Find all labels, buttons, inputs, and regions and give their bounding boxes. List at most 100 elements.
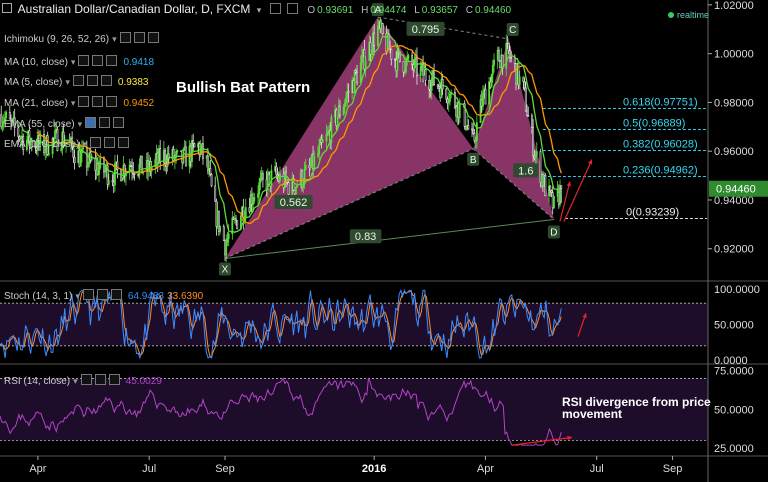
chevron-down-icon[interactable]: ▾ bbox=[70, 57, 76, 67]
indicator-ma-10[interactable]: MA (10, close) ▾ 0.9418 bbox=[4, 55, 154, 68]
gear-icon[interactable] bbox=[92, 55, 104, 66]
chevron-down-icon[interactable]: ▾ bbox=[70, 98, 76, 108]
candle-body bbox=[398, 51, 401, 62]
gear-icon[interactable] bbox=[133, 32, 145, 43]
point-label: X bbox=[222, 264, 229, 275]
gear-icon[interactable] bbox=[94, 374, 106, 385]
indicator-label[interactable]: EMA (110, close) bbox=[4, 139, 80, 150]
eye-icon[interactable] bbox=[72, 75, 84, 86]
candle-body bbox=[172, 149, 175, 161]
candle-body bbox=[85, 147, 88, 168]
stoch-legend[interactable]: Stoch (14, 3, 1) ▾ 64.9483 33.6390 bbox=[4, 289, 203, 302]
stoch-arrow-head bbox=[582, 313, 587, 319]
candle-body bbox=[342, 106, 345, 116]
chevron-down-icon[interactable]: ▾ bbox=[256, 5, 262, 15]
indicator-label[interactable]: EMA (55, close) bbox=[4, 119, 75, 130]
ohlc-high-value: 0.94474 bbox=[370, 5, 407, 16]
candle-body bbox=[235, 218, 237, 222]
indicator-label[interactable]: MA (10, close) bbox=[4, 57, 68, 68]
candle-body bbox=[472, 129, 475, 134]
candle-body bbox=[523, 81, 526, 89]
settings-icon[interactable] bbox=[269, 3, 281, 14]
candle-body bbox=[475, 122, 478, 141]
indicator-ema-55[interactable]: EMA (55, close) ▾ bbox=[4, 117, 125, 130]
indicator-label[interactable]: Ichimoku (9, 26, 52, 26) bbox=[4, 34, 110, 45]
candle-body bbox=[270, 170, 273, 187]
candle-body bbox=[559, 185, 561, 205]
candle-body bbox=[510, 57, 513, 59]
eye-icon[interactable] bbox=[82, 289, 94, 300]
eye-icon[interactable] bbox=[78, 55, 90, 66]
symbol-title[interactable]: Australian Dollar/Canadian Dollar, D, FX… bbox=[17, 2, 251, 16]
close-icon[interactable] bbox=[117, 137, 129, 148]
chevron-down-icon[interactable]: ▾ bbox=[112, 34, 117, 44]
candle-body bbox=[471, 128, 473, 131]
eye-icon[interactable] bbox=[89, 137, 101, 148]
gear-icon[interactable] bbox=[96, 289, 108, 300]
candle-body bbox=[19, 137, 22, 140]
candle-body bbox=[231, 217, 234, 235]
candle-body bbox=[87, 163, 89, 168]
candle-body bbox=[473, 132, 476, 142]
chevron-down-icon[interactable]: ▾ bbox=[82, 139, 87, 149]
indicator-label[interactable]: RSI (14, close) bbox=[4, 376, 71, 387]
realtime-dot-icon bbox=[668, 12, 674, 18]
close-icon[interactable] bbox=[147, 32, 159, 43]
chevron-down-icon[interactable]: ▾ bbox=[75, 291, 80, 301]
point-badge bbox=[547, 225, 560, 239]
candle-body bbox=[361, 55, 363, 64]
collapse-icon[interactable] bbox=[2, 3, 12, 13]
candle-body bbox=[376, 26, 379, 46]
candle-body bbox=[317, 153, 319, 157]
gear-icon[interactable] bbox=[92, 96, 104, 107]
candle-body bbox=[279, 173, 281, 182]
candle-body bbox=[449, 93, 451, 102]
pattern-point-b: B bbox=[467, 152, 480, 166]
candle-body bbox=[129, 164, 132, 167]
candle-body bbox=[3, 117, 6, 122]
close-icon[interactable] bbox=[110, 289, 122, 300]
gear-icon[interactable] bbox=[99, 117, 111, 128]
realtime-indicator: realtime bbox=[668, 10, 709, 20]
eye-icon[interactable] bbox=[78, 96, 90, 107]
gear-icon[interactable] bbox=[86, 75, 98, 86]
indicator-ichimoku[interactable]: Ichimoku (9, 26, 52, 26) ▾ bbox=[4, 32, 159, 45]
chevron-down-icon[interactable]: ▾ bbox=[65, 77, 70, 87]
eye-icon[interactable] bbox=[80, 374, 92, 385]
candle-body bbox=[107, 180, 110, 185]
candle-body bbox=[484, 88, 487, 105]
close-icon[interactable] bbox=[108, 374, 120, 385]
candle-body bbox=[121, 177, 124, 182]
indicator-value: 0.9418 bbox=[123, 57, 155, 68]
chevron-down-icon[interactable]: ▾ bbox=[77, 119, 83, 129]
candle-body bbox=[505, 43, 508, 69]
candle-body bbox=[176, 150, 179, 153]
close-icon[interactable] bbox=[106, 96, 118, 107]
gear-icon[interactable] bbox=[103, 137, 115, 148]
candle-body bbox=[257, 193, 259, 198]
indicator-label[interactable]: MA (5, close) bbox=[4, 77, 63, 88]
chevron-down-icon[interactable]: ▾ bbox=[73, 376, 78, 386]
candle-body bbox=[1, 122, 4, 128]
indicator-ema-110[interactable]: EMA (110, close) ▾ bbox=[4, 137, 129, 150]
candle-body bbox=[493, 59, 495, 66]
eye-icon[interactable] bbox=[119, 32, 131, 43]
indicator-ma-5[interactable]: MA (5, close) ▾ 0.9383 bbox=[4, 75, 148, 88]
point-badge bbox=[371, 3, 384, 17]
close-icon[interactable] bbox=[106, 55, 118, 66]
candle-body bbox=[346, 91, 349, 98]
indicator-label[interactable]: Stoch (14, 3, 1) bbox=[4, 291, 73, 302]
candle-body bbox=[490, 74, 493, 88]
candle-body bbox=[72, 147, 75, 158]
candle-body bbox=[167, 153, 170, 160]
candle-body bbox=[63, 143, 66, 147]
eye-icon[interactable] bbox=[85, 117, 97, 128]
ratio-badge bbox=[513, 163, 539, 178]
candle-body bbox=[111, 180, 114, 183]
close-icon[interactable] bbox=[113, 117, 125, 128]
hide-icon[interactable] bbox=[287, 3, 298, 14]
indicator-ma-21[interactable]: MA (21, close) ▾ 0.9452 bbox=[4, 96, 154, 109]
close-icon[interactable] bbox=[100, 75, 112, 86]
indicator-label[interactable]: MA (21, close) bbox=[4, 98, 68, 109]
rsi-legend[interactable]: RSI (14, close) ▾ 45.0029 bbox=[4, 374, 162, 387]
